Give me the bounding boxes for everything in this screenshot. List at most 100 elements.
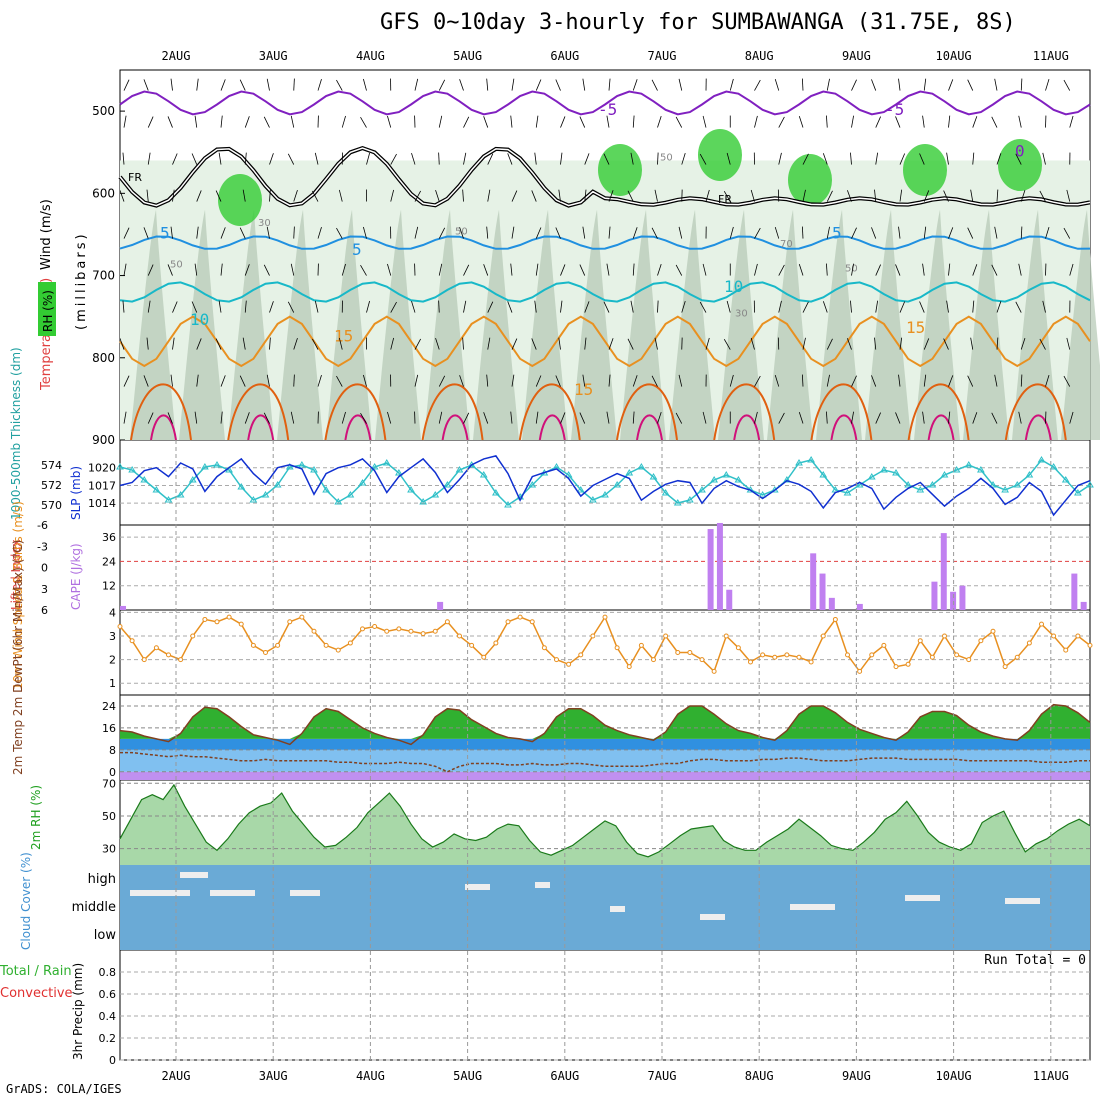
wind-barb — [459, 375, 464, 387]
wind-barb — [483, 412, 489, 424]
wind-barb — [851, 115, 854, 128]
wind-barb — [196, 78, 199, 91]
freezing-level-label: FR — [718, 193, 732, 206]
wind-barb — [1018, 115, 1022, 128]
wind-barb — [511, 190, 518, 202]
wind-barb — [582, 226, 586, 239]
wind-barb — [798, 412, 804, 424]
isotherm-label: 10 — [190, 310, 209, 329]
wind-barb — [143, 79, 149, 91]
wind-barb — [991, 412, 998, 424]
thickness-line-point — [261, 491, 270, 498]
wind-barb — [463, 412, 470, 424]
wind-barb — [1045, 374, 1050, 387]
x-tick-top: 3AUG — [259, 49, 288, 63]
wind-barb — [290, 115, 295, 128]
wind-barb — [1018, 263, 1022, 276]
wind-barb — [948, 411, 951, 424]
wind-speed-line-point — [905, 661, 911, 667]
thickness-line-point — [528, 481, 537, 488]
wind-barb — [1066, 337, 1071, 350]
wind-barb — [290, 263, 295, 276]
wind-barb — [1018, 411, 1022, 424]
wind-speed-line-point — [772, 654, 778, 660]
wind-speed-line-point — [396, 626, 402, 632]
wind-barb — [411, 300, 416, 313]
wind-speed-line-point — [1014, 654, 1020, 660]
wind-barb — [1069, 411, 1074, 424]
wind-barb — [675, 412, 683, 424]
wind-barb — [122, 300, 125, 313]
wind-barb — [681, 152, 686, 165]
wind-barb — [1063, 79, 1071, 91]
isotherm-label: -5 — [598, 100, 617, 119]
wind-barb — [293, 338, 298, 350]
cape-bar — [716, 522, 723, 610]
wind-barb — [948, 263, 951, 276]
wind-barb — [483, 116, 489, 128]
y-tick-slp: 1014 — [88, 497, 116, 510]
thickness-line-point — [1025, 471, 1034, 478]
wind-barb — [678, 374, 683, 387]
wind-speed-line-point — [541, 645, 547, 651]
thickness-line-point — [782, 476, 791, 483]
thickness-line-point — [455, 466, 464, 473]
wind-speed-line-point — [881, 642, 887, 648]
wind-barb — [899, 337, 903, 350]
thickness-line-point — [722, 471, 731, 478]
wind-barb — [627, 190, 634, 202]
wind-barb — [632, 375, 638, 387]
wind-barb — [1042, 300, 1046, 313]
wind-barb — [778, 116, 785, 128]
precip-axis-label: 3hr Precip (mm) — [71, 963, 85, 1060]
cloud-gap — [290, 890, 320, 896]
wind-speed-line-point — [347, 640, 353, 646]
wind-barb — [923, 226, 927, 239]
x-tick-bottom: 10AUG — [936, 1069, 972, 1083]
credit-label: GrADS: COLA/IGES — [6, 1082, 122, 1096]
wind-barb — [196, 190, 202, 202]
wind-barb — [143, 227, 149, 239]
isotherm-25 — [733, 414, 761, 441]
wind-barb — [1015, 153, 1022, 165]
wind-barb — [579, 116, 586, 128]
thickness-line-point — [200, 463, 209, 470]
thickness-line-point — [431, 491, 440, 498]
y-tick-wind: 3 — [109, 630, 116, 643]
wind-speed-line-point — [590, 633, 596, 639]
wind-barb — [606, 411, 610, 424]
wind-barb — [244, 152, 247, 165]
wind-barb — [317, 226, 322, 239]
wind-barb — [414, 226, 419, 239]
rh-shade-50 — [228, 209, 274, 440]
wind-speed-line-point — [566, 661, 572, 667]
wind-barb — [167, 264, 173, 276]
thickness-line-point — [588, 496, 597, 503]
wind-barb — [778, 264, 785, 276]
wind-barb — [146, 189, 149, 202]
wind-speed-line-point — [954, 652, 960, 658]
wind-speed-line-point — [226, 614, 232, 620]
wind-barb — [123, 79, 130, 91]
isotherm-20 — [616, 383, 678, 441]
wind-speed-line-point — [457, 633, 462, 639]
wind-speed-line-point — [517, 614, 523, 620]
wind-speed-line-point — [1087, 642, 1093, 648]
wind-barb — [414, 78, 419, 91]
wind-speed-line-point — [214, 619, 220, 625]
x-tick-top: 7AUG — [648, 49, 677, 63]
wind-barb — [366, 300, 370, 313]
thickness-line-point — [285, 463, 294, 470]
thickness-line-point — [673, 499, 682, 506]
wind-barb — [608, 78, 611, 91]
wind-barb — [535, 227, 542, 239]
y-tick-pressure: 500 — [92, 104, 115, 118]
wind-barb — [608, 374, 611, 387]
thickness-line-point — [322, 486, 331, 493]
wind-barb — [438, 79, 446, 91]
wind-speed-line-point — [1002, 664, 1008, 670]
isotherm-15 — [119, 315, 1091, 368]
wind-barb — [705, 189, 710, 202]
y-axis-label-temp: 2m Temp 2m DewPt (6hr Min/Max) (°C) — [11, 540, 25, 775]
wind-barb — [1020, 78, 1023, 91]
